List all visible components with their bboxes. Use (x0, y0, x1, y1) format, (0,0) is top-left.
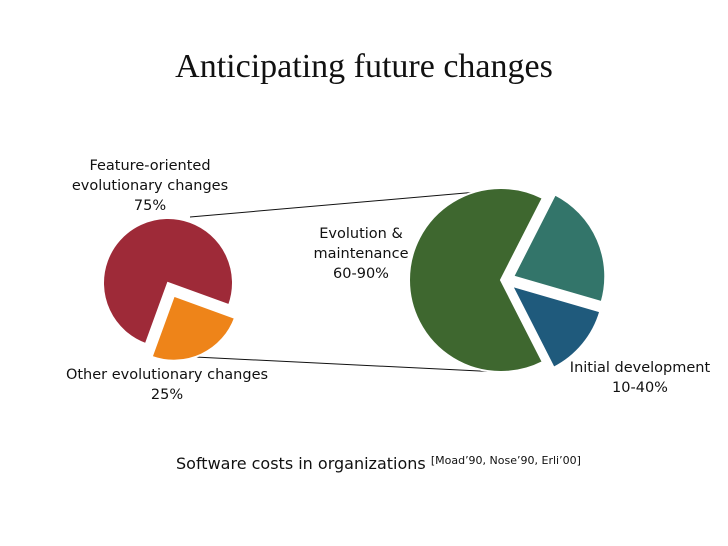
pie-slice (408, 187, 545, 373)
caption-text: Software costs in organizations (176, 454, 426, 473)
caption: Software costs in organizations [Moad’90… (176, 454, 581, 473)
category-label: Feature-oriented evolutionary changes (71, 158, 229, 194)
annotation: 60-90% (333, 266, 389, 282)
category-label: Evolution & maintenance (313, 226, 409, 262)
slice-label: Evolution & maintenance 60-90% (305, 224, 417, 284)
pie-slice (509, 284, 602, 370)
slice-label: Other evolutionary changes 25% (57, 365, 277, 405)
title: Anticipating future changes (175, 48, 553, 85)
connector-line (189, 189, 501, 218)
pie-slice (150, 294, 237, 362)
pie-slice (511, 193, 607, 304)
slice-label: Feature-oriented evolutionary changes 75% (65, 156, 235, 216)
category-label: Initial development (569, 360, 711, 376)
category-label: Other evolutionary changes (65, 367, 269, 383)
value-label: 25% (150, 387, 184, 403)
citation: [Moad’90, Nose’90, Erli’00] (430, 454, 581, 467)
connector-line (194, 356, 501, 373)
slice-label: Initial development 10-40% (560, 358, 720, 398)
annotation: 10-40% (612, 380, 668, 396)
value-label: 75% (133, 198, 167, 214)
pie-slice (102, 217, 234, 346)
